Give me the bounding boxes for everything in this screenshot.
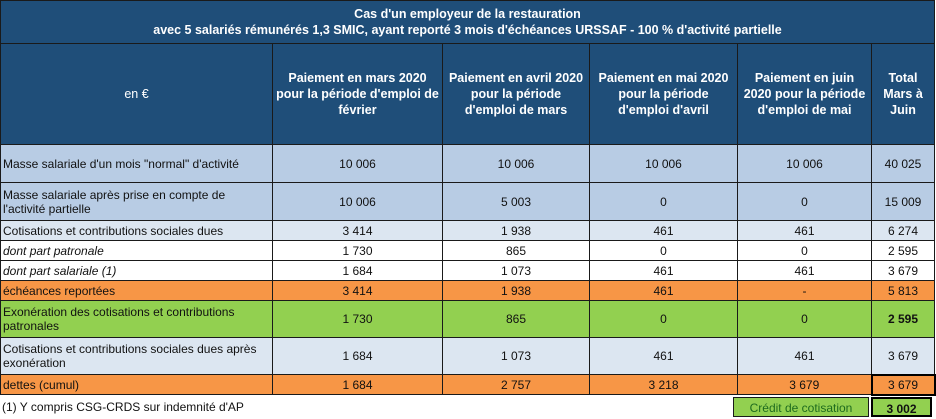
table-row: échéances reportées 3 414 1 938 461 - 5 … (0, 280, 935, 301)
table-row: Masse salariale d'un mois "normal" d'act… (0, 144, 935, 183)
cell-value: 10 006 (272, 144, 443, 183)
cell-value: 1 684 (272, 260, 443, 281)
cell-value: 0 (589, 182, 738, 221)
cell-value: 1 684 (272, 374, 443, 395)
cell-total: 6 274 (871, 220, 935, 241)
footer: (1) Y compris CSG-CRDS sur indemnité d'A… (0, 396, 936, 418)
cell-value: 1 073 (442, 337, 590, 375)
cell-value: 10 006 (737, 144, 872, 183)
row-label: Exonération des cotisations et contribut… (0, 300, 273, 338)
title-line-2: avec 5 salariés rémunérés 1,3 SMIC, ayan… (153, 23, 782, 37)
title-line-1: Cas d'un employeur de la restauration (354, 7, 581, 21)
table-row: dont part salariale (1) 1 684 1 073 461 … (0, 260, 935, 281)
header-row: en € Paiement en mars 2020 pour la pério… (0, 43, 935, 145)
cell-value: 1 938 (442, 220, 590, 241)
cell-value: 461 (737, 337, 872, 375)
cell-value: 10 006 (589, 144, 738, 183)
credit-label: Crédit de cotisation (733, 397, 869, 417)
cell-total: 3 679 (871, 337, 935, 375)
table-row: dont part patronale 1 730 865 0 0 2 595 (0, 240, 935, 261)
cell-value: 461 (737, 220, 872, 241)
cell-value: 10 006 (272, 182, 443, 221)
cell-value: 865 (442, 240, 590, 261)
row-label: échéances reportées (0, 280, 273, 301)
col-header-total: Total Mars à Juin (871, 43, 935, 145)
cell-value: 1 938 (442, 280, 590, 301)
row-label: Masse salariale après prise en compte de… (0, 182, 273, 221)
cell-value: 461 (589, 220, 738, 241)
row-label: dont part salariale (1) (0, 260, 273, 281)
cell-value: 865 (442, 300, 590, 338)
row-label: Masse salariale d'un mois "normal" d'act… (0, 144, 273, 183)
table-row: Cotisations et contributions sociales du… (0, 337, 935, 375)
cell-total: 2 595 (871, 300, 935, 338)
cell-total: 2 595 (871, 240, 935, 261)
row-label: Cotisations et contributions sociales du… (0, 220, 273, 241)
col-header-mars: Paiement en mars 2020 pour la période d'… (272, 43, 443, 145)
table-row: Cotisations et contributions sociales du… (0, 220, 935, 241)
cell-total: 5 813 (871, 280, 935, 301)
cell-total: 3 679 (871, 260, 935, 281)
cell-value: 461 (737, 260, 872, 281)
table-row: Exonération des cotisations et contribut… (0, 300, 935, 338)
col-header-avril: Paiement en avril 2020 pour la période d… (442, 43, 590, 145)
col-header-mai: Paiement en mai 2020 pour la période d'e… (589, 43, 738, 145)
cell-value: 0 (589, 240, 738, 261)
cell-value: 0 (589, 300, 738, 338)
title-row: Cas d'un employeur de la restauration av… (0, 0, 935, 44)
cell-value: 1 730 (272, 300, 443, 338)
cell-value: - (737, 280, 872, 301)
cell-value: 3 218 (589, 374, 738, 395)
unit-header: en € (0, 43, 273, 145)
cell-value: 1 730 (272, 240, 443, 261)
table-title: Cas d'un employeur de la restauration av… (0, 0, 935, 44)
cell-value: 3 414 (272, 220, 443, 241)
row-label: dettes (cumul) (0, 374, 273, 395)
credit-value: 3 002 (871, 397, 932, 417)
table-row: Masse salariale après prise en compte de… (0, 182, 935, 221)
cell-value: 461 (589, 260, 738, 281)
employer-table: Cas d'un employeur de la restauration av… (0, 0, 936, 396)
cell-value: 1 073 (442, 260, 590, 281)
cell-value: 461 (589, 337, 738, 375)
cell-value: 461 (589, 280, 738, 301)
cell-value: 10 006 (442, 144, 590, 183)
row-label: dont part patronale (0, 240, 273, 261)
cell-value: 1 684 (272, 337, 443, 375)
cell-value: 3 679 (737, 374, 872, 395)
col-header-juin: Paiement en juin 2020 pour la période d'… (737, 43, 872, 145)
row-label: Cotisations et contributions sociales du… (0, 337, 273, 375)
cell-value: 5 003 (442, 182, 590, 221)
cell-total: 40 025 (871, 144, 935, 183)
cell-value: 3 414 (272, 280, 443, 301)
cell-value: 0 (737, 182, 872, 221)
cell-total: 15 009 (871, 182, 935, 221)
cell-value: 2 757 (442, 374, 590, 395)
cell-value: 0 (737, 300, 872, 338)
cell-value: 0 (737, 240, 872, 261)
cell-total: 3 679 (870, 373, 936, 396)
table-row: dettes (cumul) 1 684 2 757 3 218 3 679 3… (0, 373, 936, 396)
footnote: (1) Y compris CSG-CRDS sur indemnité d'A… (2, 400, 244, 414)
